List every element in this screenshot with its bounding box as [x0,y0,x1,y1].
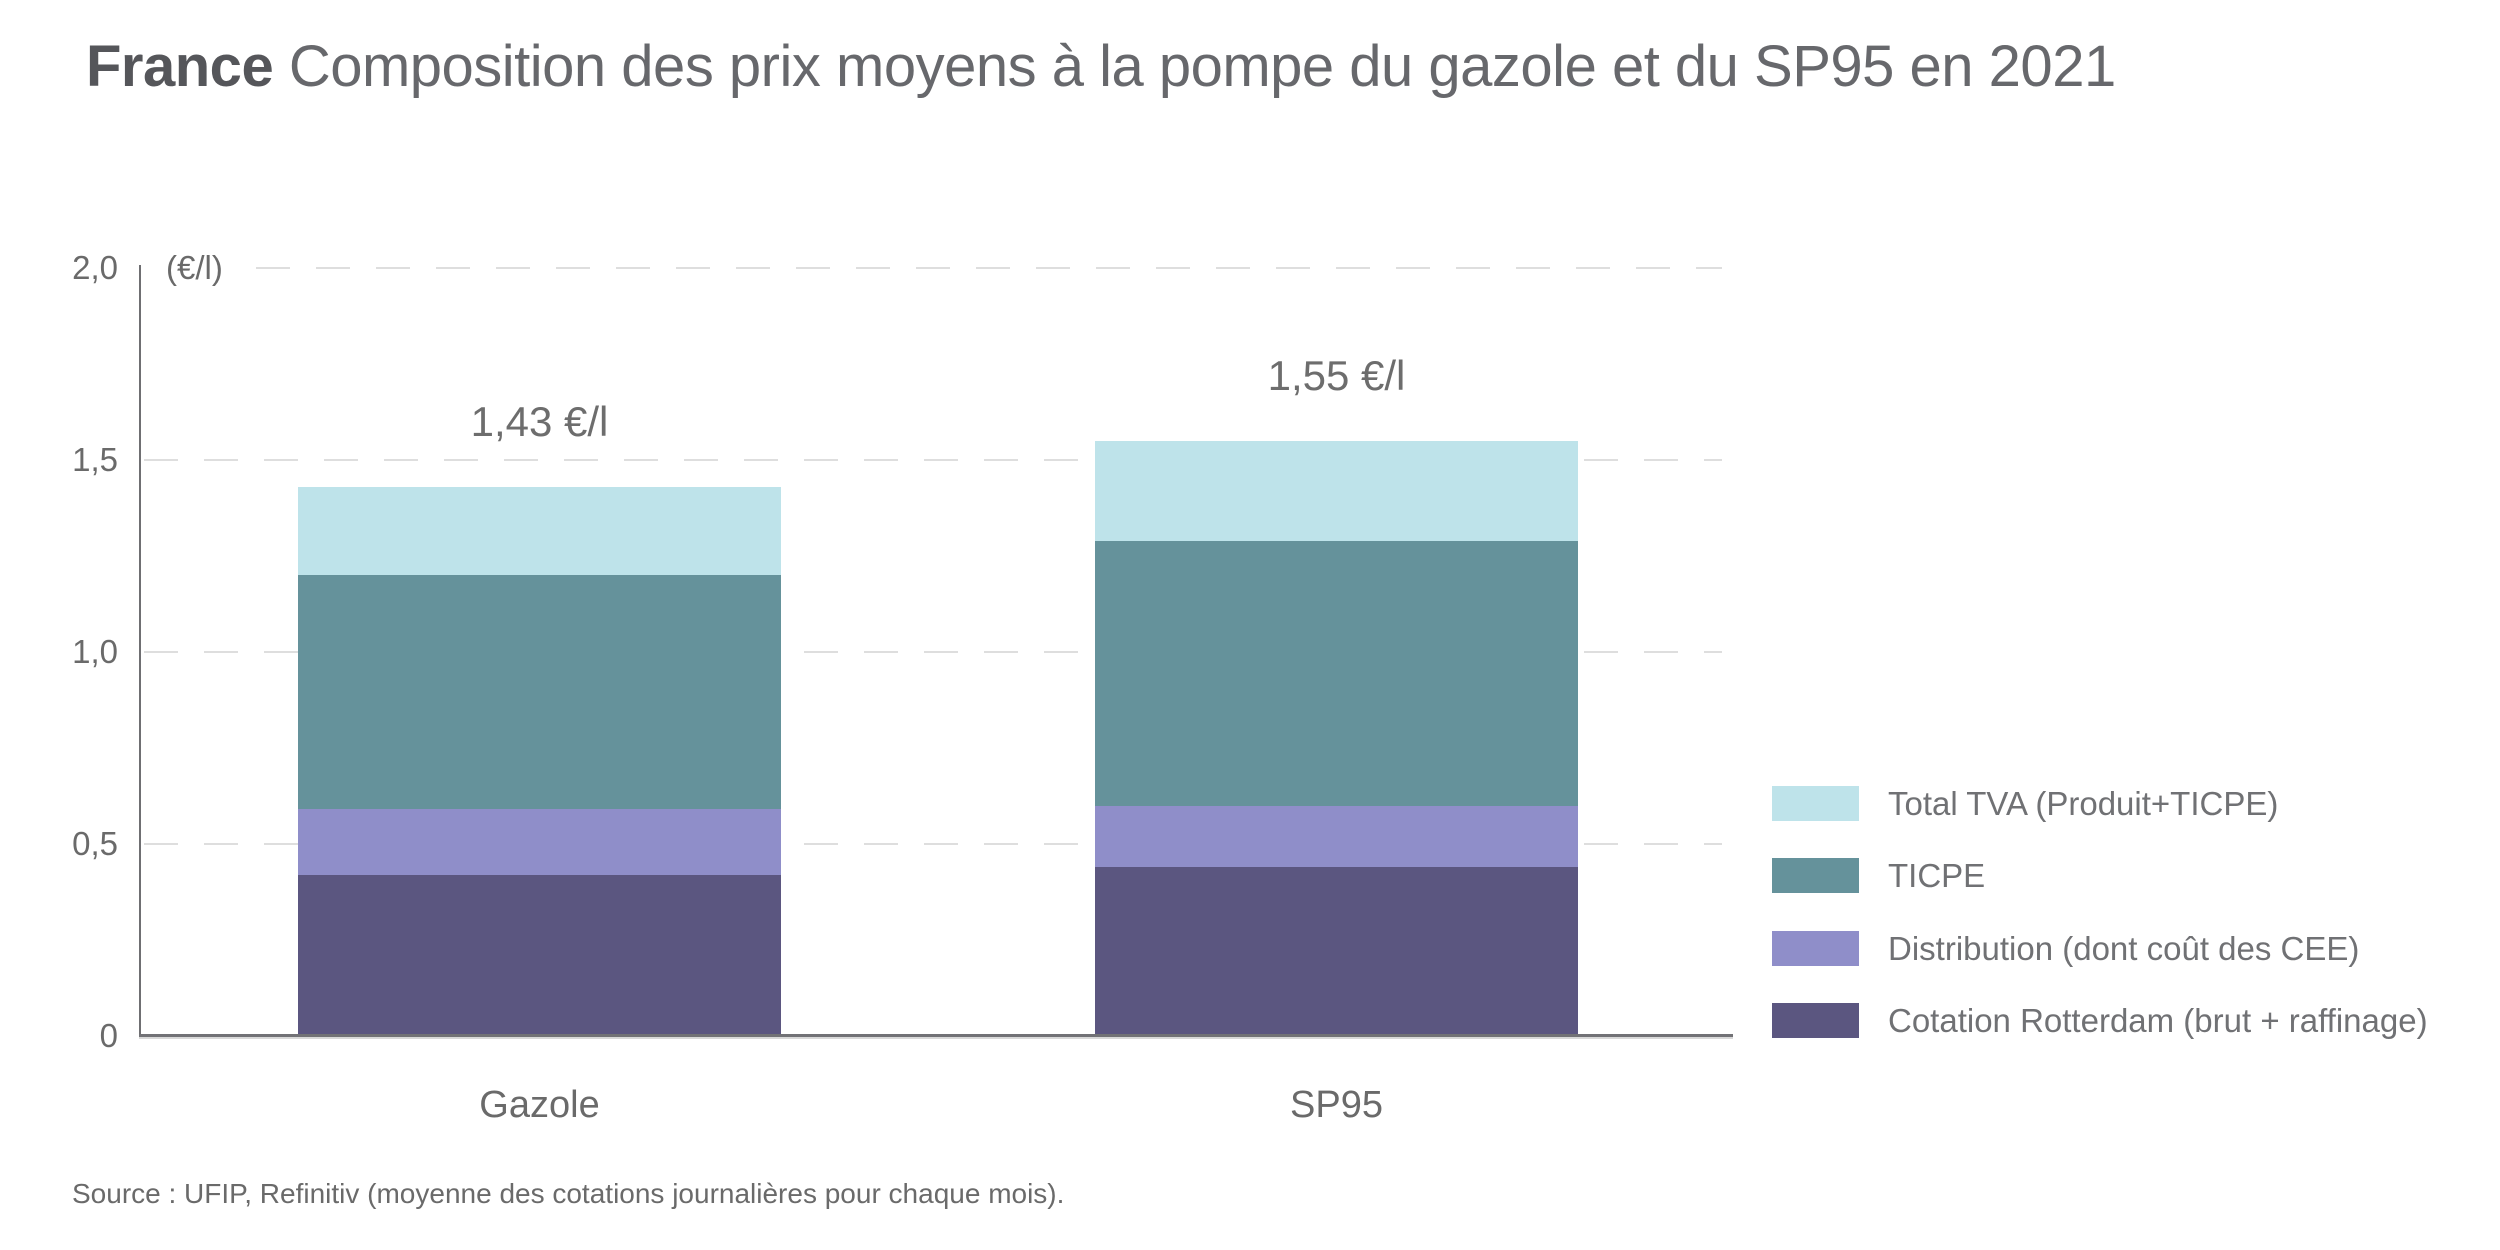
bar-segment [298,486,781,576]
bar-segment [298,874,781,1036]
legend-color-swatch [1772,1003,1859,1039]
bar-total-label: 1,43 €/l [470,397,609,445]
legend-label: Distribution (dont coût des CEE) [1888,929,2360,967]
y-tick-label: 1,0 [72,633,118,670]
x-axis-label: SP95 [1290,1084,1383,1126]
legend-item: TICPE [1772,857,2500,895]
y-tick-label: 2,0 [72,249,118,286]
bar-segment [298,575,781,810]
legend-item: Distribution (dont coût des CEE) [1772,929,2500,967]
legend-color-swatch [1772,858,1859,894]
gridline [256,267,1722,269]
bar-total-label: 1,55 €/l [1267,351,1406,399]
source-note: Source : UFIP, Refinitiv (moyenne des co… [72,1178,1065,1209]
bar-segment [1095,440,1578,541]
chart-title: France Composition des prix moyens à la … [86,34,2116,101]
gridline [144,651,1722,653]
x-axis-label: Gazole [479,1084,600,1126]
bar-segment [1095,540,1578,806]
y-axis-line [139,265,141,1036]
gridline [144,843,1722,845]
bar-segment [298,809,781,875]
gridline [144,459,1722,461]
bar-segment [1095,867,1578,1036]
chart-title-text: Composition des prix moyens à la pompe d… [273,34,2116,99]
legend-color-swatch [1772,786,1859,821]
bar-segment [1095,805,1578,868]
y-tick-label: 0,5 [72,825,118,862]
y-tick-label: 0 [99,1017,118,1054]
legend: Total TVA (Produit+TICPE) TICPE Distributi… [1772,0,2500,1250]
legend-label: Total TVA (Produit+TICPE) [1888,785,2279,822]
y-axis-unit-label: (€/l) [166,249,223,286]
legend-item: Total TVA (Produit+TICPE) [1772,785,2500,822]
legend-label: TICPE [1888,857,1986,895]
legend-label: Cotation Rotterdam (brut + raffinage) [1888,1002,2428,1040]
legend-item: Cotation Rotterdam (brut + raffinage) [1772,1002,2500,1040]
y-tick-label: 1,5 [72,441,118,478]
chart-title-country: France [86,34,274,99]
legend-color-swatch [1772,930,1859,966]
x-axis-line [139,1034,1733,1037]
